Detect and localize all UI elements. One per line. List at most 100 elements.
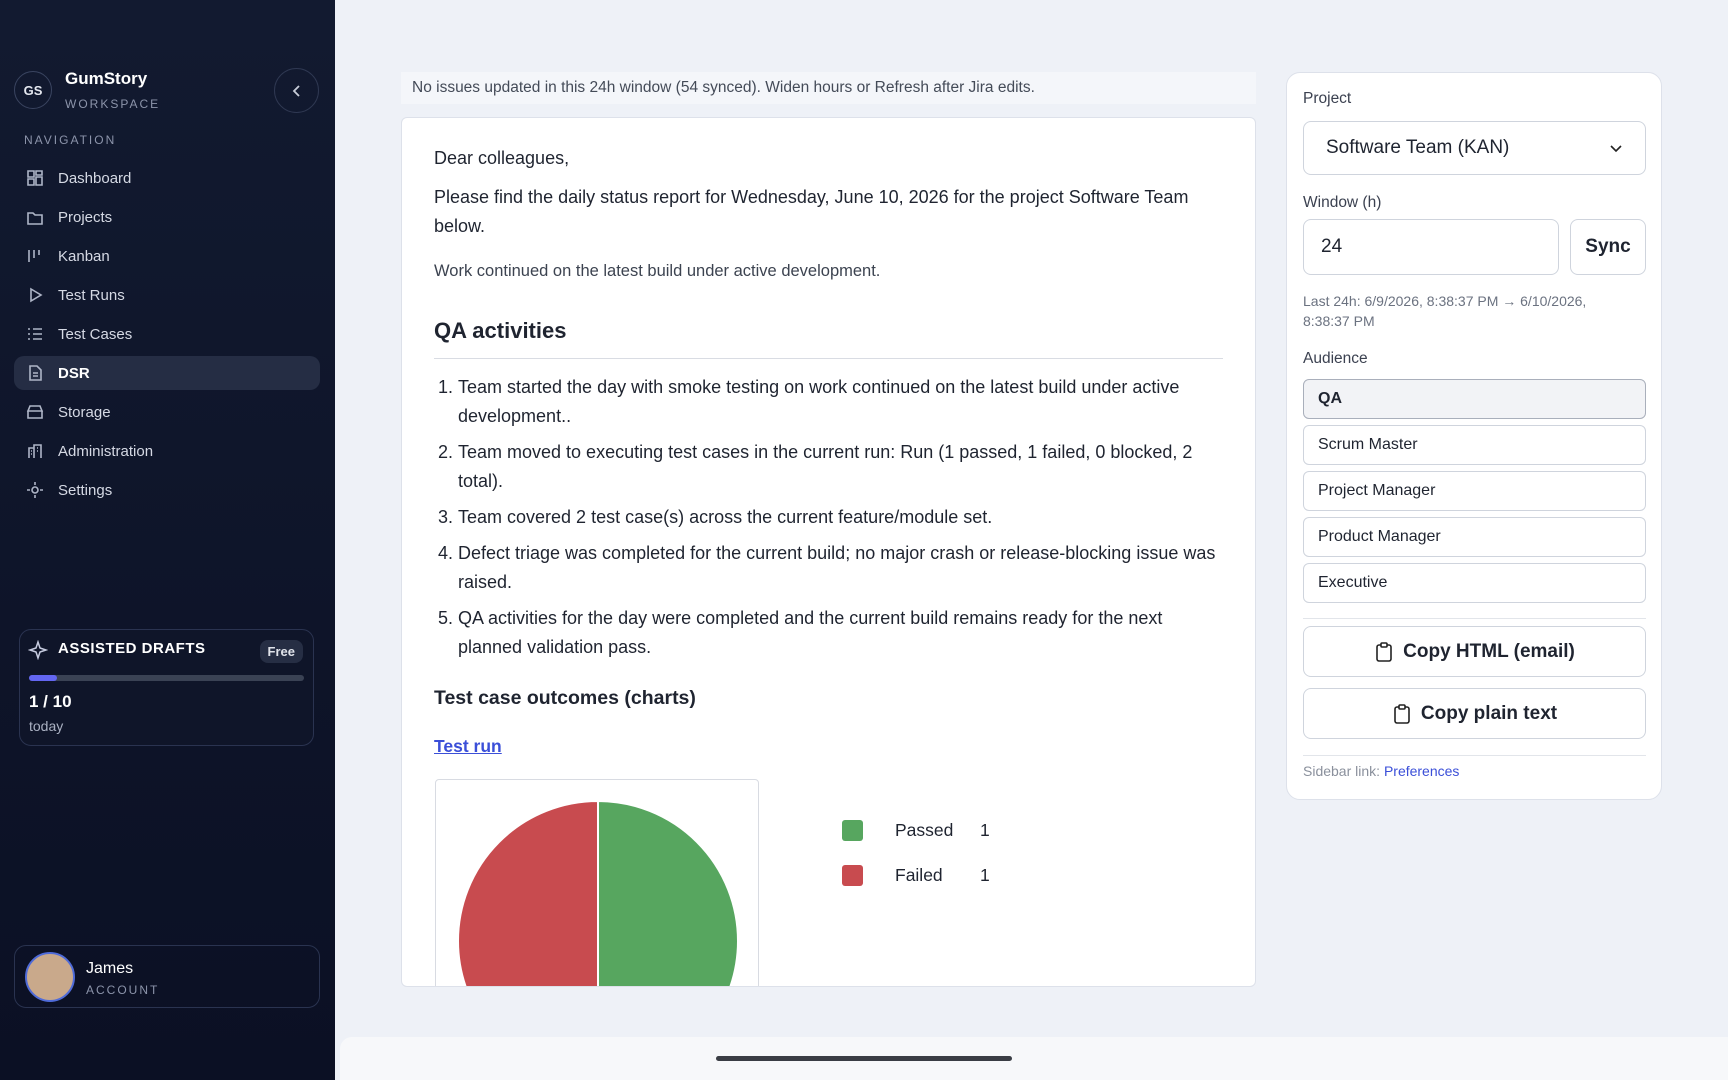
nav-item[interactable]: Projects <box>14 200 320 234</box>
sidebar: GS GumStory WORKSPACE NAVIGATION Dashboa… <box>0 0 335 1080</box>
audience-option[interactable]: Project Manager <box>1303 471 1646 511</box>
user-role: ACCOUNT <box>86 983 160 997</box>
separator <box>1303 618 1646 619</box>
icon-path <box>27 212 43 225</box>
nav-item[interactable]: Settings <box>14 473 320 507</box>
intro: Please find the daily status report for … <box>434 187 1189 236</box>
button-label: Copy plain text <box>1420 702 1558 724</box>
section-heading: Test case outcomes (charts) <box>434 687 696 709</box>
icon-path <box>29 365 42 381</box>
test-run-link[interactable]: Test run <box>434 736 502 756</box>
button-label: Copy HTML (email) <box>1403 640 1575 662</box>
audience-option[interactable]: Executive <box>1303 563 1646 603</box>
drafts-period: today <box>29 718 64 734</box>
project-select[interactable]: Software Team (KAN) <box>1303 121 1646 175</box>
qa-item: Team moved to executing test cases in th… <box>458 438 1223 496</box>
icon-path <box>28 444 42 458</box>
nav-label: Projects <box>58 208 113 226</box>
nav-item[interactable]: DSR <box>14 356 320 390</box>
nav-label: Settings <box>58 481 113 499</box>
nav-icon <box>28 328 42 340</box>
nav-title: NAVIGATION <box>24 133 117 147</box>
window-input[interactable]: 24 <box>1303 219 1559 275</box>
avatar <box>25 952 75 1002</box>
field-label: Project <box>1303 90 1352 107</box>
user-card[interactable]: James ACCOUNT <box>14 945 320 1008</box>
nav-label: Test Cases <box>58 325 133 343</box>
brand: GumStory <box>65 69 148 88</box>
sync-button[interactable]: Sync <box>1570 219 1646 275</box>
nav-icon <box>29 365 42 381</box>
nav-icon <box>28 250 40 262</box>
nav-icon <box>27 170 43 186</box>
legend-item: Failed 1 <box>842 853 990 898</box>
nav-item[interactable]: Test Cases <box>14 317 320 351</box>
nav-item[interactable]: Dashboard <box>14 161 320 195</box>
legend-swatch <box>842 865 863 886</box>
progress-track <box>29 675 304 681</box>
section-heading: QA activities <box>434 316 1223 359</box>
home-indicator <box>716 1056 1012 1061</box>
icon-path <box>26 405 44 419</box>
pie-slice <box>597 799 739 986</box>
clipboard-icon <box>1376 641 1392 662</box>
icon-path <box>27 482 43 498</box>
nav: Dashboard Projects Kanban Test Runs Test Cas… <box>14 161 320 507</box>
link-label: Sidebar link: <box>1303 763 1381 779</box>
nav-icon <box>27 212 43 225</box>
field-label: Window (h) <box>1303 194 1382 211</box>
nav-item[interactable]: Test Runs <box>14 278 320 312</box>
nav-item[interactable]: Kanban <box>14 239 320 273</box>
icon-path <box>27 170 43 186</box>
nav-label: DSR <box>58 364 90 382</box>
icon-path <box>30 287 43 303</box>
preferences-link[interactable]: Preferences <box>1383 763 1460 779</box>
qa-item: QA activities for the day were completed… <box>458 604 1223 662</box>
summary: Work continued on the latest build under… <box>434 262 881 280</box>
icon-path <box>28 250 40 262</box>
nav-label: Test Runs <box>58 286 125 304</box>
qa-list: Team started the day with smoke testing … <box>434 373 1223 662</box>
qa-item: Team covered 2 test case(s) across the c… <box>458 503 1223 532</box>
drafts-count: 1 / 10 <box>29 692 72 711</box>
sparkle-icon <box>28 640 48 660</box>
collapse-button[interactable] <box>274 68 319 113</box>
copy-html-button[interactable]: Copy HTML (email) <box>1303 626 1646 677</box>
nav-icon <box>27 482 43 498</box>
progress-fill <box>29 675 57 681</box>
qa-item: Team started the day with smoke testing … <box>458 373 1223 431</box>
nav-label: Storage <box>58 403 111 421</box>
nav-item[interactable]: Storage <box>14 395 320 429</box>
icon-path <box>28 328 42 340</box>
legend-value: 1 <box>980 865 990 885</box>
nav-icon <box>28 444 42 458</box>
nav-label: Dashboard <box>58 169 132 187</box>
chart-box <box>435 779 759 986</box>
audience-option[interactable]: QA <box>1303 379 1646 419</box>
clipboard-icon <box>1394 703 1410 724</box>
drafts-title: ASSISTED DRAFTS <box>58 640 206 657</box>
notice: No issues updated in this 24h window (54… <box>401 72 1256 104</box>
legend-swatch <box>842 820 863 841</box>
sidebar-link-row: Sidebar link: Preferences <box>1303 763 1459 779</box>
logo: GS <box>14 71 52 109</box>
legend-label: Failed <box>895 865 943 885</box>
field-label: Audience <box>1303 350 1368 367</box>
pie-slice <box>457 799 599 986</box>
pie-chart <box>457 799 739 986</box>
nav-item[interactable]: Administration <box>14 434 320 468</box>
nav-label: Administration <box>58 442 154 460</box>
audience-option[interactable]: Product Manager <box>1303 517 1646 557</box>
bottom-bar <box>340 1037 1728 1080</box>
legend: Passed 1 Failed 1 <box>842 808 990 898</box>
qa-item: Defect triage was completed for the curr… <box>458 539 1223 597</box>
audience-option[interactable]: Scrum Master <box>1303 425 1646 465</box>
nav-label: Kanban <box>58 247 110 265</box>
brand-sub: WORKSPACE <box>65 97 161 111</box>
user-name: James <box>86 960 134 977</box>
legend-value: 1 <box>980 820 990 840</box>
copy-text-button[interactable]: Copy plain text <box>1303 688 1646 739</box>
dropdown-icon <box>1610 145 1622 153</box>
chevron-icon <box>292 84 300 97</box>
